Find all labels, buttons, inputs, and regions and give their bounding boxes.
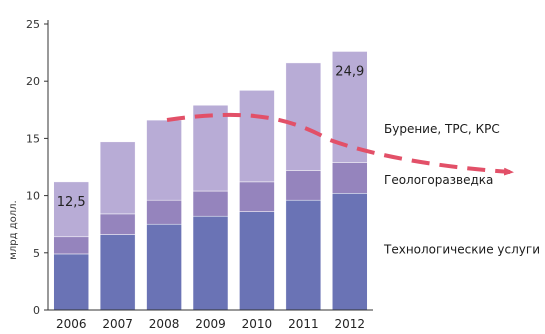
bar-segment — [192, 215, 229, 311]
trend-arrow — [166, 112, 514, 176]
x-tick-label: 2012 — [335, 317, 366, 331]
bar-segment — [99, 234, 136, 311]
bar-segment — [146, 223, 182, 311]
y-tick-label: 5 — [33, 247, 40, 260]
x-tick-label: 2006 — [56, 317, 87, 331]
x-tick-label: 2009 — [195, 317, 226, 331]
data-label: 24,9 — [335, 64, 364, 79]
bar-segment — [192, 190, 229, 217]
bar-segment — [239, 211, 275, 311]
bar-segment — [99, 213, 136, 235]
y-tick-label: 15 — [26, 132, 40, 145]
x-tick-label: 2010 — [242, 317, 273, 331]
series-labels: Технологические услуги Геологоразведка Бур… — [383, 122, 540, 257]
bar-segment — [146, 199, 182, 225]
y-axis: 0 5 10 15 20 25 — [26, 18, 49, 317]
x-axis: 2006 2007 2008 2009 2010 2011 2012 — [48, 309, 373, 331]
bar-segment — [53, 253, 89, 311]
bar-segment — [53, 181, 89, 238]
x-tick-label: 2007 — [102, 317, 133, 331]
bar-segment — [53, 236, 89, 255]
bar-segment — [332, 193, 368, 311]
bar-segment — [192, 104, 229, 192]
y-tick-label: 20 — [26, 75, 40, 88]
bar-segment — [285, 62, 322, 171]
y-tick-label: 0 — [33, 304, 40, 317]
bars — [53, 51, 368, 311]
bar-segment — [99, 141, 136, 215]
y-tick-label: 10 — [26, 190, 40, 203]
series-label: Геологоразведка — [384, 173, 493, 187]
series-label: Бурение, ТРС, КРС — [384, 122, 500, 136]
x-tick-label: 2008 — [149, 317, 180, 331]
series-label: Технологические услуги — [383, 243, 540, 257]
data-label: 12,5 — [57, 195, 86, 210]
x-tick-label: 2011 — [288, 317, 319, 331]
bar-segment — [146, 119, 182, 201]
bar-segment — [285, 170, 322, 201]
bar-segment — [332, 162, 368, 194]
y-axis-label: млрд долл. — [8, 200, 19, 259]
y-tick-label: 25 — [26, 18, 40, 31]
data-labels: 12,5 24,9 — [57, 64, 365, 209]
bar-segment — [285, 199, 322, 311]
bar-segment — [239, 90, 275, 183]
bar-segment — [239, 181, 275, 212]
